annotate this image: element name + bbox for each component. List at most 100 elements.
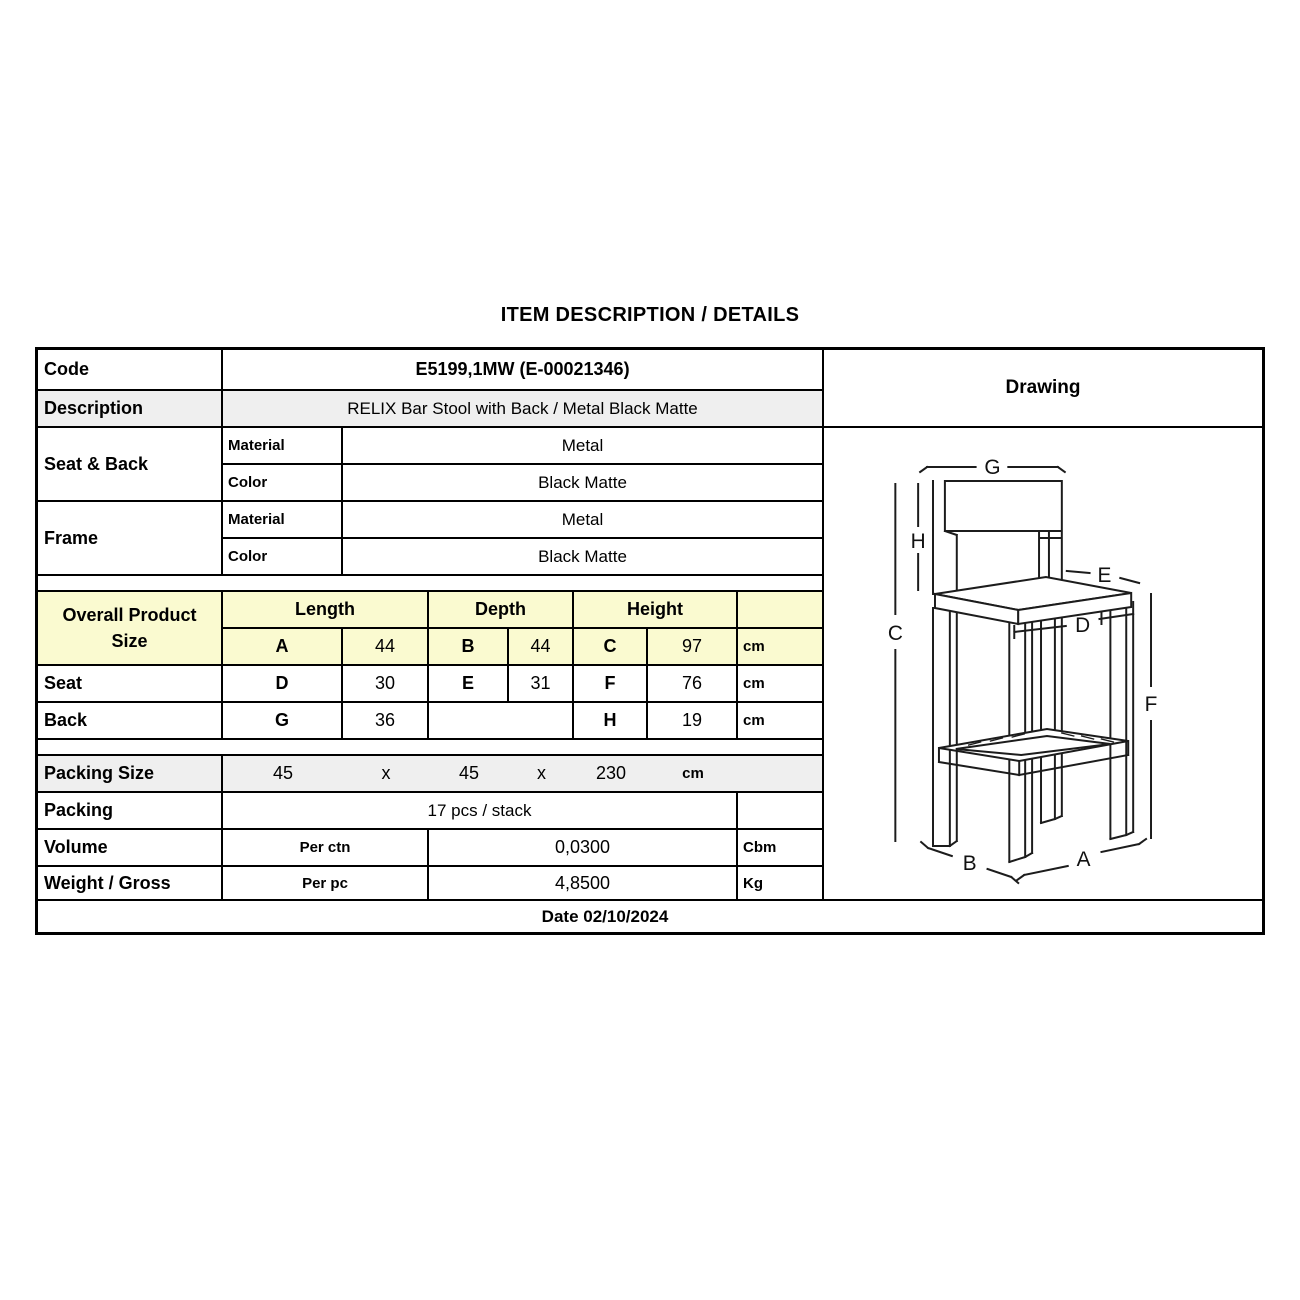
dim-label-e: E [1098, 564, 1112, 587]
volume-row: Volume Per ctn 0,0300 Cbm [38, 830, 822, 867]
weight-row: Weight / Gross Per pc 4,8500 Kg [38, 867, 822, 899]
weight-label: Weight / Gross [38, 867, 223, 899]
packing-value: 17 pcs / stack [223, 793, 738, 828]
spacer-row [38, 740, 822, 756]
overall-size-label: Overall Product Size [38, 592, 223, 664]
packing-row: Packing 17 pcs / stack [38, 793, 822, 830]
back-unit: cm [743, 712, 765, 729]
overall-depth-value: 44 [509, 629, 574, 664]
spec-columns: Code E5199,1MW (E-00021346) Description … [38, 350, 824, 899]
frame-material-value: Metal [561, 509, 604, 529]
dim-line-b [919, 840, 1020, 885]
seat-height-key: F [574, 666, 648, 701]
seat-length-key: D [223, 666, 343, 701]
packing-label: Packing [38, 793, 223, 828]
overall-depth-key: B [429, 629, 509, 664]
overall-length-key: A [223, 629, 343, 664]
packing-size-v3: 230 [595, 763, 627, 783]
stool-footrest-sides [937, 740, 1130, 777]
back-length-value: 36 [343, 703, 429, 738]
length-header: Length [223, 592, 429, 627]
frame-color-value: Black Matte [538, 546, 627, 566]
stool-footrest-hatching [967, 732, 1115, 746]
dim-label-c: C [888, 622, 903, 645]
description-label: Description [38, 391, 223, 426]
seat-size-row: Seat D 30 E 31 F 76 cm [38, 666, 822, 703]
seat-unit: cm [743, 675, 765, 692]
packing-size-v1: 45 [272, 763, 294, 783]
page-title: ITEM DESCRIPTION / DETAILS [500, 304, 800, 326]
overall-height-value: 97 [648, 629, 738, 664]
packing-size-x2: x [537, 763, 546, 783]
packing-size-v2: 45 [458, 763, 480, 783]
description-row: Description RELIX Bar Stool with Back / … [38, 391, 822, 428]
dim-label-d: D [1075, 614, 1090, 637]
weight-value: 4,8500 [429, 867, 738, 899]
back-height-key: H [574, 703, 648, 738]
stool-backrest [932, 480, 1063, 595]
depth-header: Depth [429, 592, 574, 627]
frame-section: Frame Material Metal Color Black Matte [38, 502, 822, 576]
overall-unit: cm [743, 638, 765, 655]
unit-header-empty [738, 592, 822, 627]
seat-depth-value: 31 [509, 666, 574, 701]
drawing-header: Drawing [824, 350, 1262, 428]
dim-line-e [1065, 569, 1141, 585]
seat-height-value: 76 [648, 666, 738, 701]
dim-line-g [918, 465, 1067, 474]
stool-seat-right-edge [1017, 591, 1133, 626]
weight-per-label: Per pc [223, 867, 429, 899]
stool-leg-rear-right [1039, 588, 1064, 825]
seat-back-color-label: Color [223, 465, 343, 500]
stool-footrest-inner [955, 734, 1111, 757]
seat-back-section: Seat & Back Material Metal Color Black M… [38, 428, 822, 502]
spacer-row [38, 576, 822, 592]
overall-size-header: Overall Product Size Length Depth Height… [38, 592, 822, 666]
dim-line-a [1015, 837, 1148, 882]
frame-color-label: Color [223, 539, 343, 574]
seat-length-value: 30 [343, 666, 429, 701]
height-header: Height [574, 592, 738, 627]
back-row-label: Back [38, 703, 223, 738]
seat-back-material-label: Material [223, 428, 343, 463]
seat-back-material-value: Metal [561, 435, 604, 455]
volume-per-label: Per ctn [223, 830, 429, 865]
code-row: Code E5199,1MW (E-00021346) [38, 350, 822, 391]
overall-length-value: 44 [343, 629, 429, 664]
code-label: Code [38, 350, 223, 389]
seat-back-color-value: Black Matte [538, 472, 627, 492]
packing-size-row: Packing Size 45 x 45 x 230 cm [38, 756, 822, 793]
dim-label-b: B [963, 852, 977, 875]
dim-line-d [1013, 611, 1135, 639]
code-value: E5199,1MW (E-00021346) [415, 359, 630, 379]
dim-label-a: A [1077, 848, 1091, 871]
back-size-row: Back G 36 H 19 cm [38, 703, 822, 740]
volume-label: Volume [38, 830, 223, 865]
stool-leg-right [1109, 601, 1135, 841]
packing-size-label: Packing Size [38, 756, 223, 791]
overall-height-key: C [574, 629, 648, 664]
back-length-key: G [223, 703, 343, 738]
seat-back-label: Seat & Back [38, 428, 223, 500]
description-value: RELIX Bar Stool with Back / Metal Black … [347, 398, 698, 418]
spec-sheet-table: Code E5199,1MW (E-00021346) Description … [35, 347, 1265, 935]
drawing-column: Drawing [824, 350, 1262, 899]
dim-label-g: G [984, 456, 1000, 479]
dim-label-f: F [1145, 693, 1158, 716]
overall-size-label-line1: Overall Product [62, 604, 197, 625]
packing-unit-empty [738, 793, 822, 828]
frame-label: Frame [38, 502, 223, 574]
date-row: Date 02/10/2024 [38, 899, 1262, 932]
volume-value: 0,0300 [429, 830, 738, 865]
table-body: Code E5199,1MW (E-00021346) Description … [38, 350, 1262, 899]
date-value: Date 02/10/2024 [541, 906, 669, 926]
seat-depth-key: E [429, 666, 509, 701]
overall-size-label-line2: Size [111, 631, 148, 651]
back-depth-empty [429, 703, 574, 738]
frame-material-label: Material [223, 502, 343, 537]
packing-size-unit: cm [682, 765, 704, 782]
seat-row-label: Seat [38, 666, 223, 701]
stool-drawing: G H C E D F B A [888, 456, 1158, 885]
volume-unit: Cbm [743, 839, 777, 856]
weight-unit: Kg [743, 874, 763, 892]
